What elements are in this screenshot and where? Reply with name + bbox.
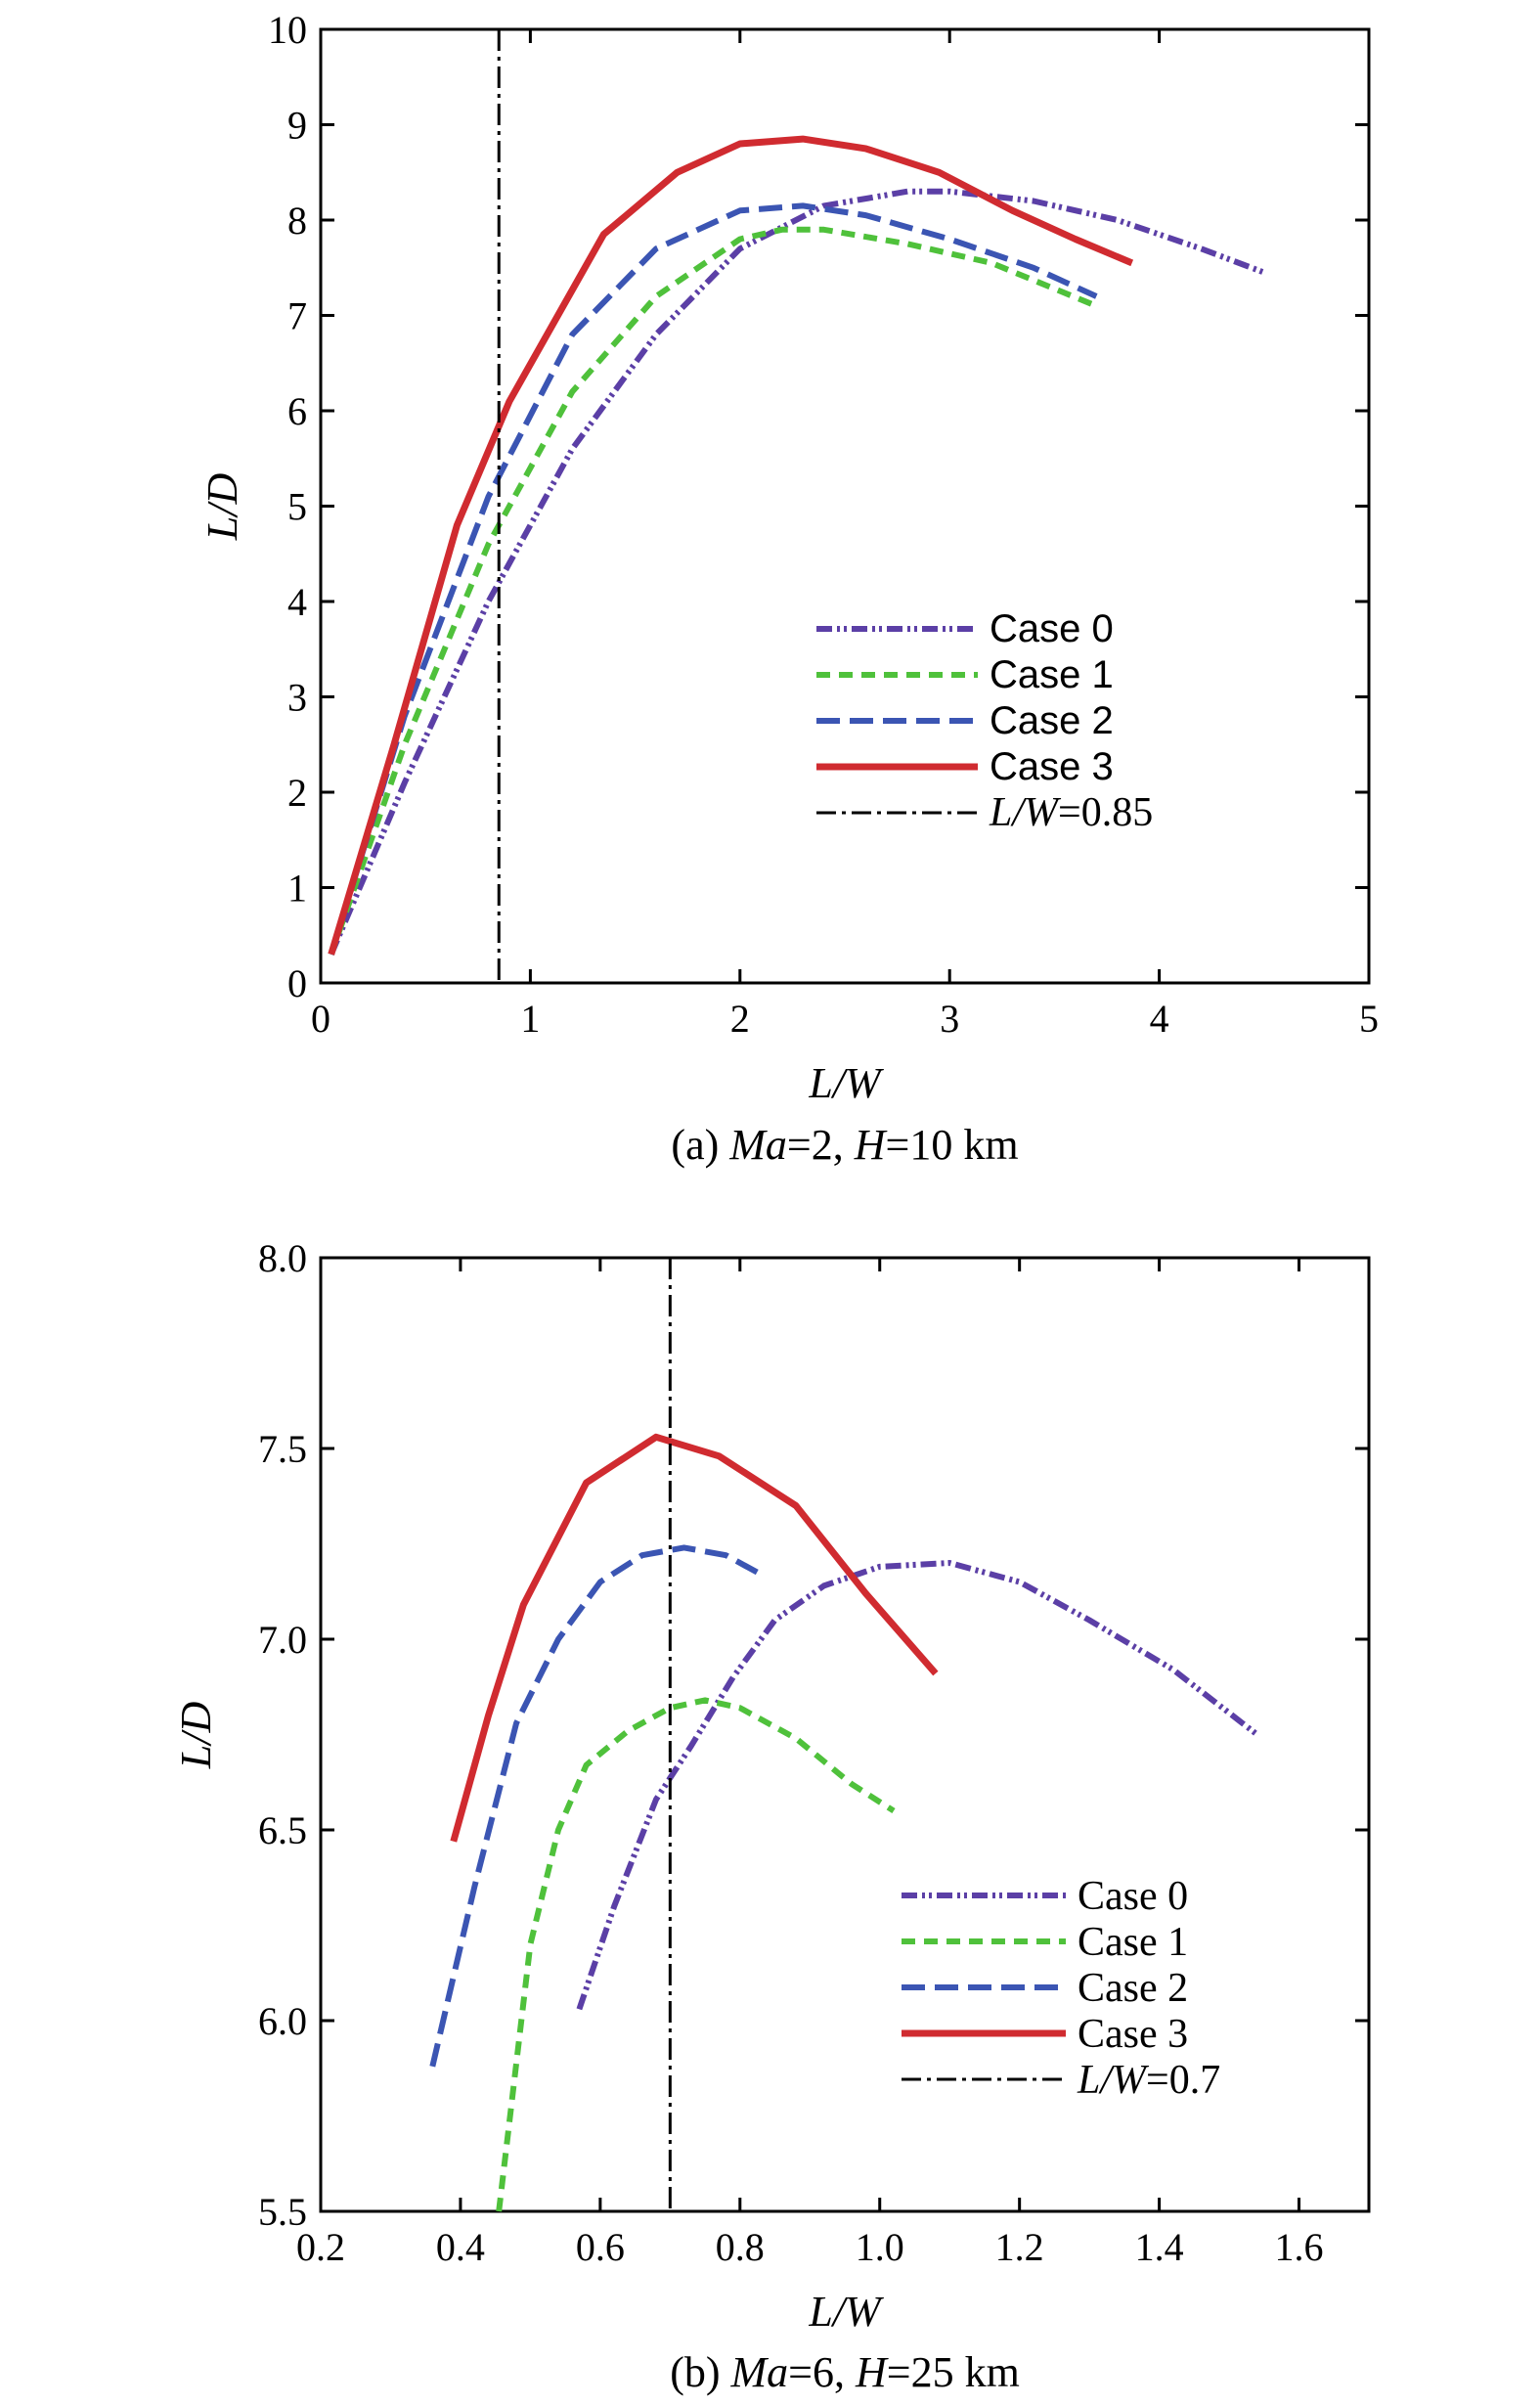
series-line-case-2 xyxy=(429,1544,763,2068)
legend-label-case-0: Case 0 xyxy=(1078,1874,1188,1919)
x-tick-label: 0 xyxy=(311,997,330,1041)
plot-frame-b xyxy=(319,1256,1371,2213)
caption-a: (a) Ma=2, H=10 km xyxy=(671,1121,1018,1169)
y-tick-label: 7 xyxy=(287,294,307,338)
series-line-case-3 xyxy=(328,135,1134,956)
tick-marks-a xyxy=(319,27,1371,985)
x-tick-label: 0.6 xyxy=(576,2225,625,2269)
chart-panel-b: 0.2 0.4 0.6 0.8 1.0 1.2 1.4 1.6 5.5 6.0 6.5 7.0 7.5 8… xyxy=(172,1236,1371,2396)
y-tick-label: 5 xyxy=(287,485,307,529)
x-tick-label: 0.4 xyxy=(436,2225,485,2269)
series-line-case-0 xyxy=(328,188,1265,956)
y-tick-label: 7.0 xyxy=(258,1618,307,1662)
tick-labels-a: 0 1 2 3 4 5 0 1 2 3 4 5 6 7 8 9 10 xyxy=(268,8,1379,1041)
y-tick-label: 5.5 xyxy=(258,2190,307,2234)
y-tick-label: 7.5 xyxy=(258,1427,307,1471)
x-tick-label: 0.8 xyxy=(716,2225,765,2269)
x-tick-label: 5 xyxy=(1359,997,1379,1041)
series-group-a xyxy=(328,135,1265,956)
legend-label-case-2: Case 2 xyxy=(1078,1966,1188,2011)
x-tick-label: 0.2 xyxy=(296,2225,345,2269)
y-tick-label: 0 xyxy=(287,961,307,1005)
y-tick-label: 1 xyxy=(287,867,307,911)
y-tick-label: 4 xyxy=(287,580,307,624)
plot-frame-a xyxy=(319,27,1371,985)
series-line-case-3 xyxy=(450,1433,939,1843)
x-tick-label: 4 xyxy=(1150,997,1169,1041)
y-tick-label: 3 xyxy=(287,676,307,720)
legend-a: Case 0 Case 1 Case 2 Case 3 L/W=0.85 xyxy=(816,607,1153,835)
caption-b: (b) Ma=6, H=25 km xyxy=(670,2348,1020,2396)
x-tick-label: 1.6 xyxy=(1275,2225,1324,2269)
y-tick-label: 6.5 xyxy=(258,1808,307,1852)
y-axis-label-a: L/D xyxy=(198,473,246,542)
series-line-case-2 xyxy=(328,202,1098,956)
series-line-case-1 xyxy=(496,1697,896,2212)
y-axis-label-b: L/D xyxy=(172,1702,220,1770)
legend-label-case-2: Case 2 xyxy=(990,699,1114,742)
series-line-case-1 xyxy=(328,226,1098,956)
y-tick-label: 9 xyxy=(287,104,307,148)
legend-label-vline: L/W=0.85 xyxy=(989,790,1153,835)
legend-b: Case 0 Case 1 Case 2 Case 3 L/W=0.7 xyxy=(902,1874,1220,2103)
x-axis-label-b: L/W xyxy=(808,2288,884,2336)
x-tick-label: 1.4 xyxy=(1135,2225,1184,2269)
legend-label-vline: L/W=0.7 xyxy=(1077,2058,1220,2103)
y-tick-label: 6.0 xyxy=(258,1999,307,2043)
tick-labels-b: 0.2 0.4 0.6 0.8 1.0 1.2 1.4 1.6 5.5 6.0 6.5 7.0 7.5 8… xyxy=(258,1236,1324,2269)
x-axis-label-a: L/W xyxy=(808,1059,884,1107)
x-tick-label: 2 xyxy=(730,997,750,1041)
series-group-b xyxy=(429,1433,1259,2212)
y-tick-label: 2 xyxy=(287,771,307,815)
x-tick-label: 1.2 xyxy=(995,2225,1044,2269)
x-tick-label: 1.0 xyxy=(856,2225,904,2269)
legend-label-case-1: Case 1 xyxy=(1078,1920,1188,1965)
legend-label-case-3: Case 3 xyxy=(1078,2012,1188,2057)
y-tick-label: 8.0 xyxy=(258,1236,307,1280)
chart-panel-a: 0 1 2 3 4 5 0 1 2 3 4 5 6 7 8 9 10 L/W L/D Case 0 Case 1… xyxy=(198,8,1379,1169)
y-tick-label: 6 xyxy=(287,389,307,433)
legend-label-case-0: Case 0 xyxy=(990,607,1114,650)
y-tick-label: 10 xyxy=(268,8,307,52)
y-tick-label: 8 xyxy=(287,199,307,243)
x-tick-label: 1 xyxy=(520,997,540,1041)
series-line-case-0 xyxy=(576,1560,1259,2011)
x-tick-label: 3 xyxy=(940,997,959,1041)
legend-label-case-1: Case 1 xyxy=(990,653,1114,696)
tick-marks-b xyxy=(319,1256,1369,2213)
legend-label-case-3: Case 3 xyxy=(990,745,1114,788)
